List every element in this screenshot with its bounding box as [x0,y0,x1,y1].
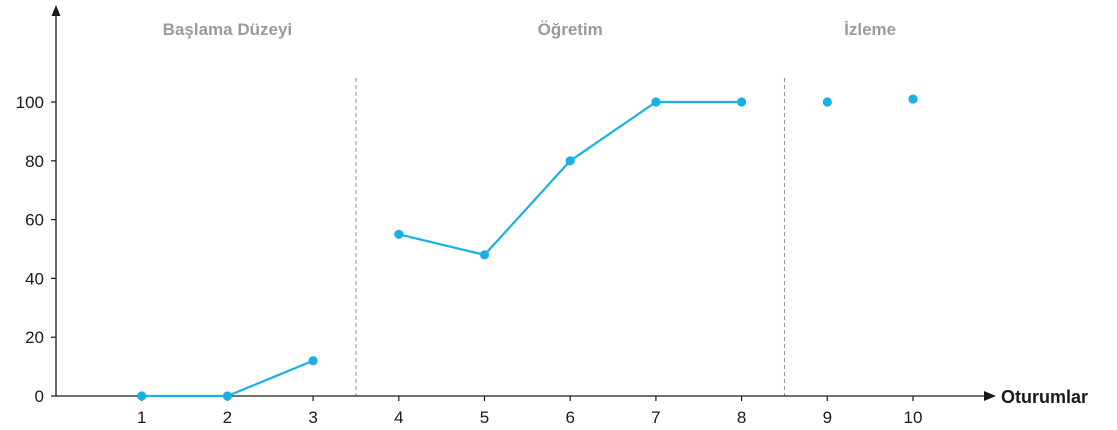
series-line-2 [398,100,742,256]
data-point-session-10 [908,94,918,104]
data-point-session-1 [137,391,147,401]
y-tick-label-80: 80 [25,152,44,171]
x-tick-label-5: 5 [480,408,489,427]
x-tick-label-7: 7 [651,408,660,427]
phase-label-2: Öğretim [538,20,603,39]
x-tick-label-8: 8 [737,408,746,427]
y-axis-arrow [51,5,61,16]
x-tick-label-4: 4 [394,408,403,427]
x-tick-label-3: 3 [308,408,317,427]
data-point-session-3 [308,356,318,366]
y-tick-label-60: 60 [25,211,44,230]
x-tick-label-1: 1 [137,408,146,427]
y-tick-label-100: 100 [16,93,44,112]
data-point-session-9 [822,97,832,107]
y-tick-label-20: 20 [25,328,44,347]
phase-label-1: Başlama Düzeyi [163,20,292,39]
phase-labels: Başlama Düzeyi Öğretim İzleme [163,20,896,39]
data-point-session-8 [737,97,747,107]
data-point-session-7 [651,97,661,107]
data-point-session-5 [479,250,490,260]
x-tick-label-6: 6 [565,408,574,427]
x-tick-label-2: 2 [223,408,232,427]
phase-label-3: İzleme [844,20,896,39]
y-tick-label-0: 0 [35,387,44,406]
data-point-session-2 [222,391,232,401]
x-axis-title: Oturumlar [1001,387,1088,407]
data-series [137,94,918,401]
x-tick-label-9: 9 [823,408,832,427]
data-point-session-6 [565,156,575,166]
x-axis-arrow [984,391,996,401]
y-tick-label-40: 40 [25,269,44,288]
data-point-session-4 [394,229,404,239]
series-line-1 [141,359,314,398]
axes: 0 20 40 60 80 100 1 2 3 4 5 6 7 8 9 10 Oturumlar [16,5,1088,427]
phase-dividers [355,78,785,396]
x-tick-label-10: 10 [904,408,923,427]
